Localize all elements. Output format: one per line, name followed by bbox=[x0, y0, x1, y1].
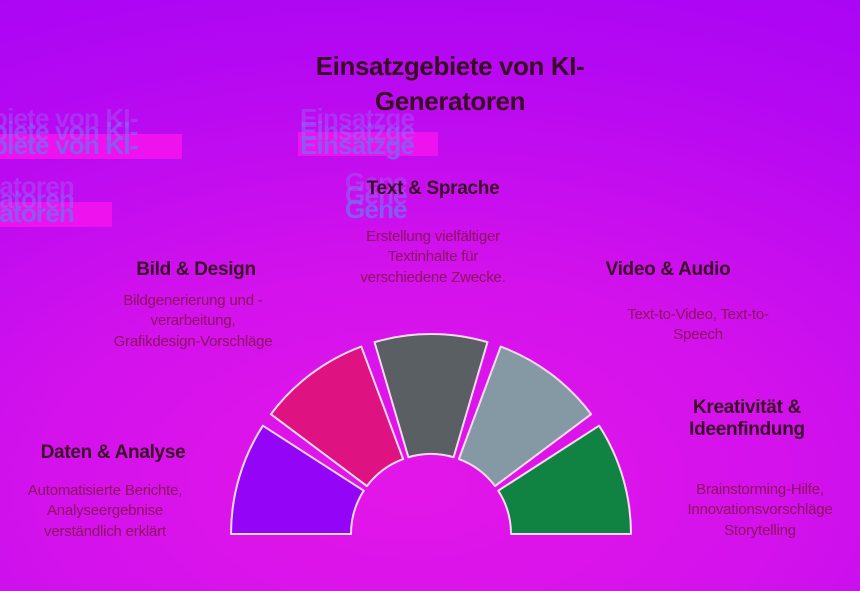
fan-segment-kreativit-t-ideenfindung[interactable] bbox=[497, 424, 632, 535]
section-heading-kreativitaet: Kreativität & Ideenfindung bbox=[689, 397, 805, 441]
section-heading-video-audio: Video & Audio bbox=[605, 259, 731, 280]
section-body-bild-design: Bildgenerierung und - verarbeitung, Graf… bbox=[113, 292, 273, 350]
section-body-kreativitaet: Brainstorming-Hilfe, Innovationsvorschlä… bbox=[687, 481, 833, 539]
fan-segment-video-audio[interactable] bbox=[457, 345, 593, 488]
fan-segment-text-sprache[interactable] bbox=[373, 333, 489, 459]
section-heading-bild-design: Bild & Design bbox=[136, 259, 256, 280]
section-heading-daten-analyse: Daten & Analyse bbox=[40, 442, 186, 463]
section-heading-text-sprache: Text & Sprache bbox=[366, 178, 500, 199]
ghost-title-fragment-1: ratoren bbox=[0, 198, 75, 228]
fan-segment-daten-analyse[interactable] bbox=[230, 424, 365, 535]
fan-segment-bild-design[interactable] bbox=[269, 345, 405, 488]
section-body-video-audio: Text-to-Video, Text-to- Speech bbox=[627, 306, 769, 344]
section-body-text-sprache: Erstellung vielfältiger Textinhalte für … bbox=[360, 228, 506, 286]
ghost-highlight-band-1 bbox=[0, 202, 112, 227]
ghost-highlight-band-0 bbox=[0, 134, 182, 159]
section-body-daten-analyse: Automatisierte Berichte, Analyseergebnis… bbox=[27, 482, 183, 540]
page-title: Einsatzgebiete von KI- Generatoren bbox=[315, 51, 585, 117]
ghost-title-fragment-3: Gene bbox=[345, 194, 408, 224]
ghost-title-fragment-0: biete von KI- bbox=[0, 130, 138, 160]
ghost-title-fragment-2: Einsatzge bbox=[300, 130, 415, 160]
ghost-highlight-band-2 bbox=[298, 132, 438, 156]
